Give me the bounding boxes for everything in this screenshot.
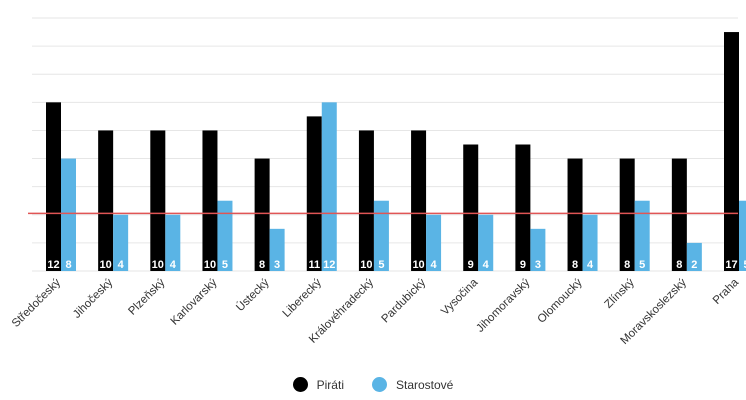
bar-value-label: 8 — [65, 259, 71, 271]
legend-swatch-pirati — [292, 377, 308, 392]
bar[interactable] — [530, 228, 546, 271]
bar-value-label: 5 — [743, 259, 746, 271]
bar-value-label: 10 — [360, 259, 372, 271]
x-tick-label: Vysočina — [439, 276, 481, 318]
bar[interactable] — [373, 200, 389, 271]
bar-value-label: 11 — [308, 259, 320, 271]
bar-value-label: 3 — [535, 259, 541, 271]
bar[interactable] — [61, 158, 76, 271]
x-tick-label: Liberecký — [281, 276, 324, 319]
legend-label-starostove: Starostové — [395, 377, 454, 392]
bar-value-label: 8 — [676, 259, 682, 271]
bar-value-label: 4 — [431, 259, 438, 271]
bar[interactable] — [150, 130, 166, 271]
x-tick-label: Středočeský — [10, 276, 63, 329]
bar[interactable] — [321, 102, 337, 271]
x-tick-label: Zlínský — [603, 276, 637, 310]
bar-value-label: 10 — [100, 259, 112, 271]
bar[interactable] — [671, 158, 687, 271]
bar[interactable] — [202, 130, 218, 271]
x-tick-label: Jihočeský — [71, 276, 115, 320]
bar-value-label: 12 — [47, 259, 59, 271]
bar-value-label: 10 — [204, 259, 216, 271]
bar-value-label: 5 — [222, 259, 228, 271]
bar-value-label: 8 — [624, 259, 630, 271]
bar-value-label: 4 — [587, 259, 594, 271]
bar[interactable] — [306, 116, 322, 271]
bar[interactable] — [411, 130, 427, 271]
bar-value-label: 4 — [170, 259, 177, 271]
bar[interactable] — [619, 158, 635, 271]
bar-value-label: 8 — [259, 259, 265, 271]
bar-value-label: 5 — [378, 259, 384, 271]
bar-value-label: 8 — [572, 259, 578, 271]
bar-value-label: 5 — [639, 259, 645, 271]
legend-item-starostove[interactable]: Starostové — [371, 377, 454, 392]
bar-value-label: 10 — [412, 259, 424, 271]
legend: Piráti Starostové — [0, 377, 746, 392]
bar[interactable] — [582, 214, 598, 271]
bar-value-label: 12 — [323, 259, 335, 271]
x-tick-label: Plzeňský — [126, 276, 167, 317]
value-labels: 1281041041058311121051049493848582175 — [47, 259, 746, 271]
bar-value-label: 9 — [468, 259, 474, 271]
bar-value-label: 2 — [691, 259, 697, 271]
legend-item-pirati[interactable]: Piráti — [292, 377, 344, 392]
x-axis-labels: Středočeský Jihočeský Plzeňský Karlovarský Ú… — [10, 276, 742, 347]
bar[interactable] — [98, 130, 114, 271]
bar-value-label: 4 — [483, 259, 490, 271]
bar[interactable] — [254, 158, 270, 271]
x-tick-label: Olomoucký — [535, 276, 584, 325]
bar-value-label: 17 — [725, 259, 737, 271]
bar-value-label: 3 — [274, 259, 280, 271]
bar[interactable] — [463, 144, 479, 272]
legend-swatch-starostove — [371, 377, 387, 392]
bar[interactable] — [567, 158, 583, 271]
bar[interactable] — [426, 214, 442, 271]
x-tick-label: Karlovarský — [169, 276, 220, 327]
bar[interactable] — [478, 214, 494, 271]
bar[interactable] — [269, 228, 285, 271]
bar[interactable] — [165, 214, 181, 271]
bar-value-label: 10 — [152, 259, 164, 271]
bar[interactable] — [46, 102, 61, 271]
x-tick-label: Praha — [711, 276, 742, 307]
bar[interactable] — [358, 130, 374, 271]
bar[interactable] — [724, 32, 739, 271]
bar-value-label: 4 — [118, 259, 125, 271]
bar[interactable] — [515, 144, 531, 272]
bar[interactable] — [217, 200, 233, 271]
grid-lines — [32, 17, 738, 272]
bars — [46, 32, 746, 271]
bar-value-label: 9 — [520, 259, 526, 271]
bar[interactable] — [739, 200, 746, 271]
x-tick-label: Jihomoravský — [474, 276, 532, 334]
bar[interactable] — [113, 214, 129, 271]
legend-label-pirati: Piráti — [316, 377, 344, 392]
bar[interactable] — [634, 200, 650, 271]
x-tick-label: Ústecký — [234, 276, 272, 314]
bar[interactable] — [686, 242, 702, 271]
x-tick-label: Pardubický — [379, 276, 428, 325]
